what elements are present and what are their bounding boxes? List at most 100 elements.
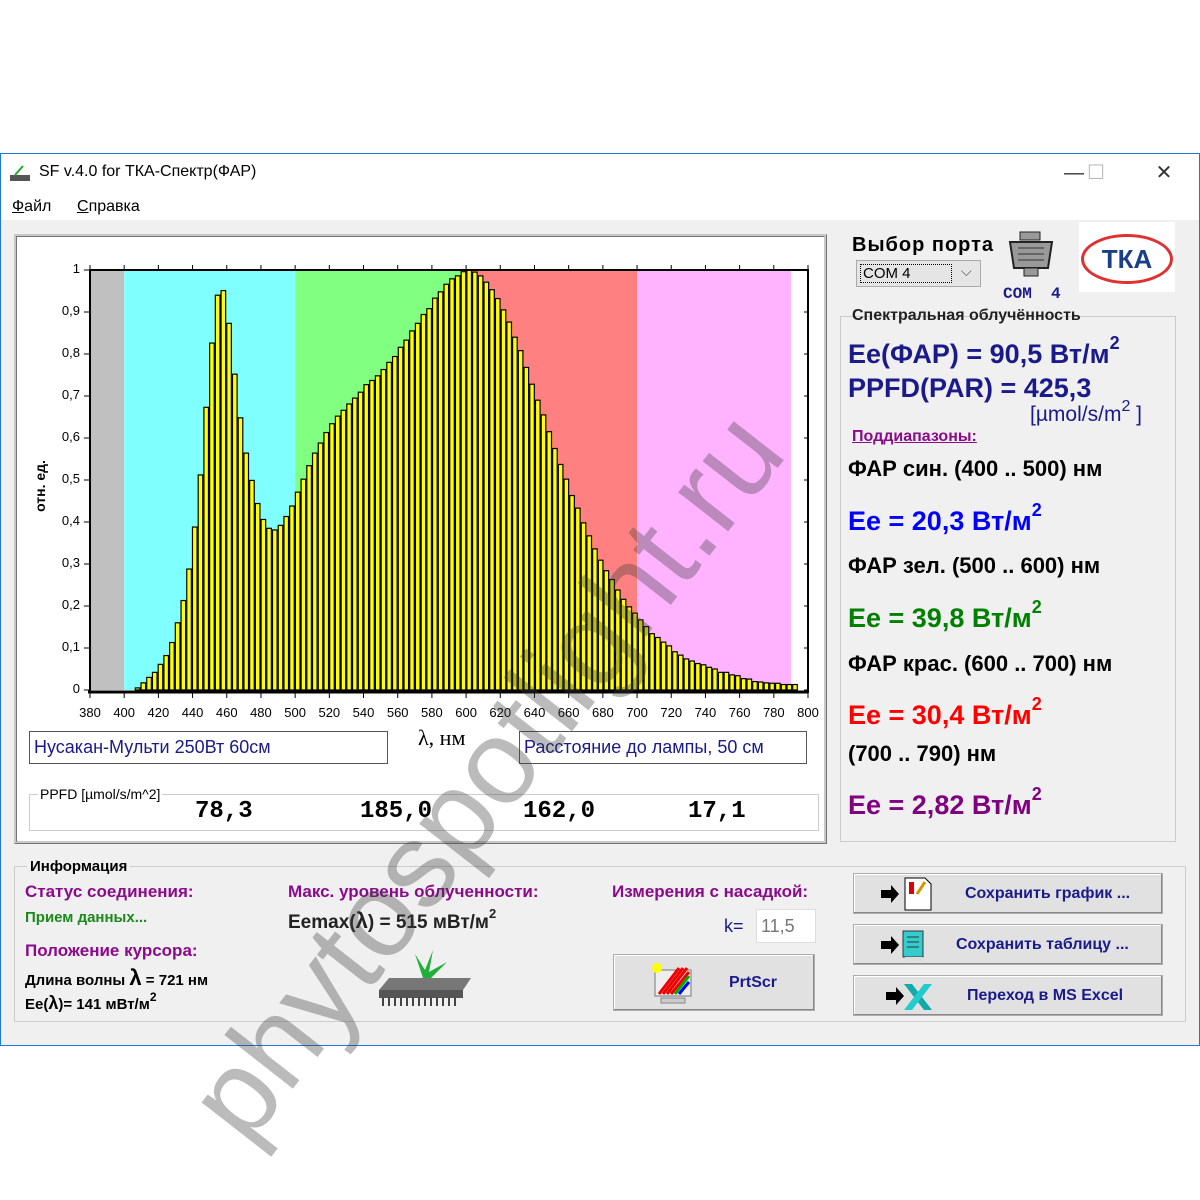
x-tick-label: 400	[113, 705, 136, 720]
y-tick-label: 0,2	[61, 597, 80, 612]
spectrum-bar	[174, 622, 181, 691]
save-table-label: Сохранить таблицу ...	[956, 935, 1129, 953]
port-title: Выбор порта	[852, 234, 995, 256]
spectrum-bar	[609, 578, 615, 691]
spectrum-bar	[694, 662, 701, 691]
x-tick-label: 780	[762, 705, 785, 720]
spectrum-bar	[757, 681, 764, 691]
spectrum-bar	[169, 641, 175, 691]
y-tick-label: 0,9	[61, 303, 80, 318]
save-table-icon	[881, 930, 924, 961]
spectrum-bar	[769, 682, 776, 691]
band-far-red-label: (700 .. 790) нм	[848, 741, 997, 766]
spectrum-bar	[431, 297, 438, 691]
ppfd-box	[29, 794, 819, 831]
window-title: SF v.4.0 for ТКА-Спектр(ФАР)	[39, 163, 257, 180]
maximize-button[interactable]: ☐	[1087, 162, 1105, 184]
spectrum-bar	[512, 336, 518, 691]
distance-field[interactable]: Расстояние до лампы, 50 см	[519, 731, 807, 764]
spectrum-bar	[689, 660, 695, 691]
spectrum-bar	[740, 678, 747, 691]
excel-label: Переход в MS Excel	[967, 986, 1124, 1004]
spectrum-bar	[443, 283, 450, 691]
screenshot-icon	[652, 963, 692, 1004]
spectrum-bar	[391, 355, 398, 691]
ppfd-red: 162,0	[523, 798, 596, 825]
band-red-value: Ee = 30,4 Вт/м2	[848, 694, 1042, 730]
spectrum-bar	[374, 375, 381, 691]
spectrum-bar	[340, 409, 347, 691]
title-bar: SF v.4.0 for ТКА-Спектр(ФАР) — ☐ ✕	[1, 154, 1199, 192]
band-green-label: ФАР зел. (500 .. 600) нм	[848, 553, 1101, 578]
save-table-button[interactable]: Сохранить таблицу ...	[853, 924, 1163, 965]
spectrum-bar	[449, 278, 455, 691]
menu-help[interactable]: Справка	[77, 198, 140, 215]
spectrum-bar	[266, 527, 272, 691]
x-tick-label: 380	[79, 705, 101, 720]
ppfd-green: 185,0	[360, 798, 433, 825]
y-tick-label: 0,4	[61, 513, 80, 528]
chip-plant-icon	[379, 950, 471, 1006]
y-tick-label: 0,5	[61, 471, 80, 486]
chevron-down-icon: ⌵	[961, 263, 972, 279]
spectrum-bar	[517, 350, 524, 691]
lamp-name-field[interactable]: Нусакан-Мульти 250Вт 60см	[29, 731, 388, 764]
ppfd-unit: [µmol/s/m2 ]	[1030, 398, 1143, 426]
spectrum-bar	[500, 309, 507, 691]
spectrum-bar	[597, 559, 604, 691]
spectrum-bar	[477, 275, 484, 691]
excel-button[interactable]: Переход в MS Excel	[853, 975, 1163, 1016]
spectrum-bar	[414, 322, 421, 691]
spectrum-bar	[654, 636, 661, 691]
irradiance-group	[840, 316, 1176, 842]
spectrum-bar	[203, 406, 210, 691]
k-input[interactable]: 11,5	[756, 909, 816, 943]
status-value: Прием данных...	[25, 909, 148, 926]
close-button[interactable]: ✕	[1155, 162, 1173, 184]
y-tick-label: 0,6	[61, 429, 80, 444]
x-tick-label: 460	[215, 705, 238, 720]
spectrum-bar	[734, 675, 741, 691]
save-graph-button[interactable]: Сохранить график ...	[853, 873, 1163, 914]
spectrum-bar	[300, 478, 307, 691]
spectrum-bar	[220, 289, 227, 691]
spectrum-bar	[649, 633, 655, 691]
spectrum-bar	[569, 494, 575, 691]
spectrum-bar	[386, 361, 393, 691]
spectrum-bar	[460, 271, 467, 691]
tka-logo: ТКА	[1079, 222, 1175, 292]
max-value: Eemax(λ) = 515 мВт/м2	[288, 906, 497, 933]
x-tick-label: 720	[660, 705, 683, 720]
minimize-button[interactable]: —	[1064, 162, 1084, 184]
spectrum-bar	[632, 612, 638, 691]
irradiance-title: Спектральная облучённость	[852, 307, 1081, 324]
spectrum-bar	[494, 297, 501, 691]
x-tick-label: 660	[557, 705, 580, 720]
menu-file[interactable]: Файл	[12, 198, 52, 215]
x-tick-label: 760	[728, 705, 751, 720]
spectrum-bar	[506, 321, 513, 691]
spectrum-bar	[357, 391, 364, 691]
port-select[interactable]: COM 4 ⌵	[856, 260, 981, 287]
spectrum-bar	[214, 294, 221, 691]
save-graph-icon	[881, 877, 932, 911]
spectrum-bar	[289, 505, 295, 691]
spectrum-bar	[780, 683, 787, 691]
spectrum-bar	[626, 606, 633, 691]
ppfd-far-red: 17,1	[688, 798, 746, 825]
prtscr-label: PrtScr	[729, 973, 778, 991]
x-tick-label: 740	[694, 705, 717, 720]
spectrum-bar	[294, 491, 301, 691]
spectrum-bar	[260, 518, 267, 691]
spectrum-bar	[792, 683, 798, 691]
x-axis-label-text: λ, нм	[418, 725, 466, 750]
spectrum-bar	[637, 619, 644, 691]
x-tick-label: 480	[250, 705, 272, 720]
spectrum-bar	[614, 589, 621, 691]
spectrum-bar	[620, 598, 627, 691]
prtscr-button[interactable]: PrtScr	[613, 954, 815, 1011]
spectrum-bar	[226, 322, 232, 691]
spectrum-bar	[603, 570, 610, 691]
spectrum-bar	[346, 403, 353, 691]
